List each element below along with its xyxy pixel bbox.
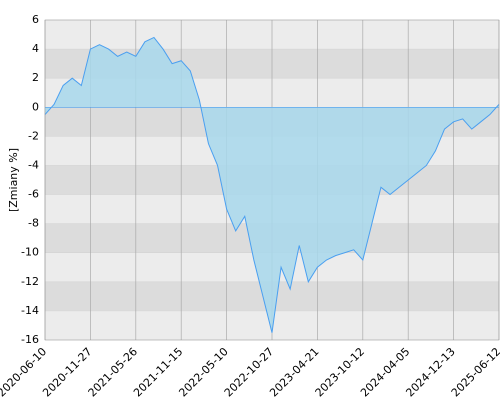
y-tick-label: 2 [32, 71, 39, 84]
y-axis-label: [Zmiany %] [7, 148, 20, 212]
plot-frame [44, 19, 500, 341]
y-tick-label: -6 [28, 188, 39, 201]
y-tick-label: -4 [28, 158, 39, 171]
y-tick-label: -10 [21, 246, 39, 259]
y-tick-label: 6 [32, 13, 39, 26]
y-tick-label: 0 [32, 100, 39, 113]
y-tick-label: 4 [32, 42, 39, 55]
y-tick-label: -8 [28, 217, 39, 230]
y-tick-label: -12 [21, 275, 39, 288]
y-tick-label: -16 [21, 333, 39, 346]
y-tick-label: -2 [28, 129, 39, 142]
area [45, 37, 499, 333]
line [44, 36, 500, 333]
y-tick-label: -14 [21, 304, 39, 317]
